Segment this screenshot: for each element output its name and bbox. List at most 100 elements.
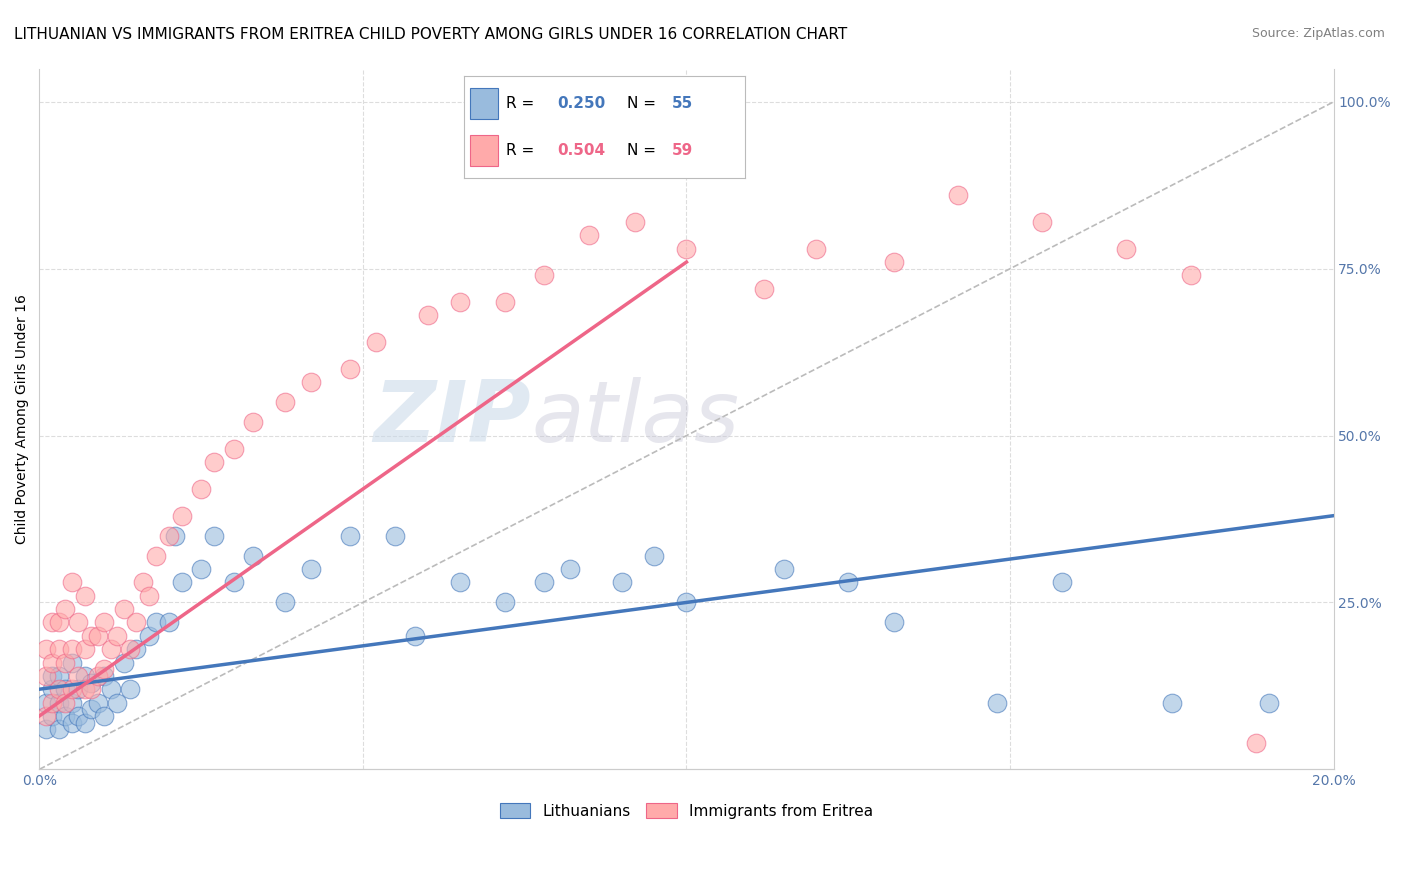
Point: [41, 696, 63, 710]
Text: N =: N =: [627, 144, 661, 158]
Point: [533, 575, 555, 590]
Point: [883, 615, 905, 630]
Point: [105, 629, 128, 643]
Point: [274, 395, 297, 409]
Point: [80, 682, 103, 697]
Text: R =: R =: [506, 96, 540, 111]
Point: [125, 642, 148, 657]
Text: ZIP: ZIP: [374, 377, 531, 460]
Point: [274, 595, 297, 609]
Text: 55: 55: [672, 96, 693, 111]
Legend: Lithuanians, Immigrants from Eritrea: Lithuanians, Immigrants from Eritrea: [494, 797, 879, 825]
Point: [73, 589, 96, 603]
Point: [41, 709, 63, 723]
Point: [157, 615, 180, 630]
Point: [60, 575, 83, 590]
Point: [53, 656, 76, 670]
Text: 0.504: 0.504: [557, 144, 605, 158]
Point: [157, 529, 180, 543]
Point: [93, 615, 115, 630]
Point: [404, 629, 426, 643]
Point: [41, 669, 63, 683]
Point: [35, 723, 58, 737]
Point: [48, 615, 70, 630]
Point: [837, 575, 859, 590]
Point: [112, 656, 135, 670]
Text: atlas: atlas: [531, 377, 740, 460]
Point: [494, 295, 516, 310]
Point: [35, 642, 58, 657]
Point: [35, 669, 58, 683]
Point: [1244, 736, 1267, 750]
Point: [1115, 242, 1137, 256]
Point: [73, 682, 96, 697]
Point: [752, 282, 775, 296]
Point: [416, 309, 439, 323]
Point: [675, 595, 697, 609]
Point: [105, 696, 128, 710]
Point: [100, 642, 122, 657]
Point: [48, 642, 70, 657]
Point: [165, 529, 187, 543]
Point: [170, 508, 193, 523]
Point: [60, 682, 83, 697]
Point: [73, 669, 96, 683]
Point: [1180, 268, 1202, 283]
Point: [48, 682, 70, 697]
Point: [558, 562, 581, 576]
Point: [48, 669, 70, 683]
Y-axis label: Child Poverty Among Girls Under 16: Child Poverty Among Girls Under 16: [15, 294, 30, 544]
Point: [86, 696, 108, 710]
Point: [449, 575, 471, 590]
Point: [86, 669, 108, 683]
Point: [804, 242, 827, 256]
Point: [202, 529, 225, 543]
Point: [67, 709, 90, 723]
Point: [100, 682, 122, 697]
Point: [53, 602, 76, 616]
Point: [48, 723, 70, 737]
Point: [86, 629, 108, 643]
Point: [41, 656, 63, 670]
Point: [41, 682, 63, 697]
Bar: [470, 136, 498, 166]
Point: [73, 715, 96, 730]
Point: [610, 575, 633, 590]
Point: [60, 642, 83, 657]
Point: [145, 549, 167, 563]
Point: [145, 615, 167, 630]
Point: [222, 575, 245, 590]
Point: [112, 602, 135, 616]
Text: 59: 59: [672, 144, 693, 158]
Point: [80, 702, 103, 716]
Point: [222, 442, 245, 456]
Point: [986, 696, 1008, 710]
Point: [125, 615, 148, 630]
Point: [623, 215, 645, 229]
Point: [53, 709, 76, 723]
Point: [60, 656, 83, 670]
Point: [60, 715, 83, 730]
Point: [299, 562, 322, 576]
Point: [578, 228, 600, 243]
Point: [73, 642, 96, 657]
Point: [202, 455, 225, 469]
Point: [67, 669, 90, 683]
Point: [948, 188, 970, 202]
Point: [883, 255, 905, 269]
Point: [299, 375, 322, 389]
Point: [190, 482, 212, 496]
Point: [1160, 696, 1182, 710]
Point: [80, 629, 103, 643]
Point: [35, 709, 58, 723]
Point: [93, 709, 115, 723]
Text: R =: R =: [506, 144, 540, 158]
Text: 0.250: 0.250: [557, 96, 605, 111]
Point: [1257, 696, 1279, 710]
Text: Source: ZipAtlas.com: Source: ZipAtlas.com: [1251, 27, 1385, 40]
Point: [449, 295, 471, 310]
Point: [242, 549, 264, 563]
Bar: [470, 88, 498, 119]
Point: [772, 562, 794, 576]
Point: [138, 629, 160, 643]
